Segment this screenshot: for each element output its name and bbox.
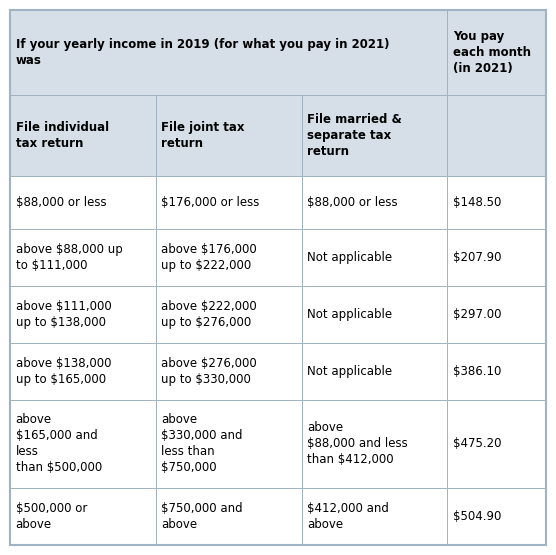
Bar (10, 488, 156, 545)
Text: above
$88,000 and less
than $412,000: above $88,000 and less than $412,000 (307, 421, 408, 467)
Text: $412,000 and
above: $412,000 and above (307, 502, 389, 531)
Bar (10, 343, 156, 400)
Bar (301, 229, 448, 286)
Bar (10, 10, 448, 94)
Text: above $176,000
up to $222,000: above $176,000 up to $222,000 (161, 243, 257, 271)
Text: $176,000 or less: $176,000 or less (161, 196, 260, 209)
Bar (156, 94, 301, 176)
Text: above $138,000
up to $165,000: above $138,000 up to $165,000 (16, 357, 111, 386)
Bar (301, 94, 448, 176)
Bar (448, 343, 546, 400)
Bar (301, 400, 448, 488)
Text: $504.90: $504.90 (453, 510, 502, 523)
Bar (10, 400, 156, 488)
Bar (156, 343, 301, 400)
Text: $207.90: $207.90 (453, 251, 502, 264)
Bar (448, 229, 546, 286)
Text: $475.20: $475.20 (453, 437, 502, 451)
Text: File individual
tax return: File individual tax return (16, 120, 108, 150)
Bar (301, 343, 448, 400)
Bar (10, 286, 156, 343)
Bar (301, 176, 448, 229)
Text: You pay
each month
(in 2021): You pay each month (in 2021) (453, 30, 531, 75)
Text: Not applicable: Not applicable (307, 365, 393, 378)
Text: $750,000 and
above: $750,000 and above (161, 502, 243, 531)
Bar (10, 229, 156, 286)
Bar (156, 176, 301, 229)
Bar (156, 488, 301, 545)
Bar (448, 176, 546, 229)
Text: above $88,000 up
to $111,000: above $88,000 up to $111,000 (16, 243, 122, 271)
Text: Not applicable: Not applicable (307, 251, 393, 264)
Bar (301, 488, 448, 545)
Text: File married &
separate tax
return: File married & separate tax return (307, 113, 402, 158)
Text: above
$165,000 and
less
than $500,000: above $165,000 and less than $500,000 (16, 413, 102, 475)
Bar (448, 286, 546, 343)
Text: above $111,000
up to $138,000: above $111,000 up to $138,000 (16, 300, 111, 329)
Text: $88,000 or less: $88,000 or less (16, 196, 106, 209)
Text: above $222,000
up to $276,000: above $222,000 up to $276,000 (161, 300, 257, 329)
Bar (448, 488, 546, 545)
Text: $297.00: $297.00 (453, 308, 502, 321)
Text: File joint tax
return: File joint tax return (161, 120, 245, 150)
Text: Not applicable: Not applicable (307, 308, 393, 321)
Text: $500,000 or
above: $500,000 or above (16, 502, 87, 531)
Text: above
$330,000 and
less than
$750,000: above $330,000 and less than $750,000 (161, 413, 243, 475)
Text: $148.50: $148.50 (453, 196, 502, 209)
Text: above $276,000
up to $330,000: above $276,000 up to $330,000 (161, 357, 257, 386)
Text: $386.10: $386.10 (453, 365, 502, 378)
Bar (10, 94, 156, 176)
Bar (448, 94, 546, 176)
Bar (156, 400, 301, 488)
Bar (448, 10, 546, 94)
Bar (156, 229, 301, 286)
Bar (10, 176, 156, 229)
Text: If your yearly income in 2019 (for what you pay in 2021)
was: If your yearly income in 2019 (for what … (16, 38, 389, 67)
Bar (448, 400, 546, 488)
Bar (156, 286, 301, 343)
Bar (301, 286, 448, 343)
Text: $88,000 or less: $88,000 or less (307, 196, 398, 209)
